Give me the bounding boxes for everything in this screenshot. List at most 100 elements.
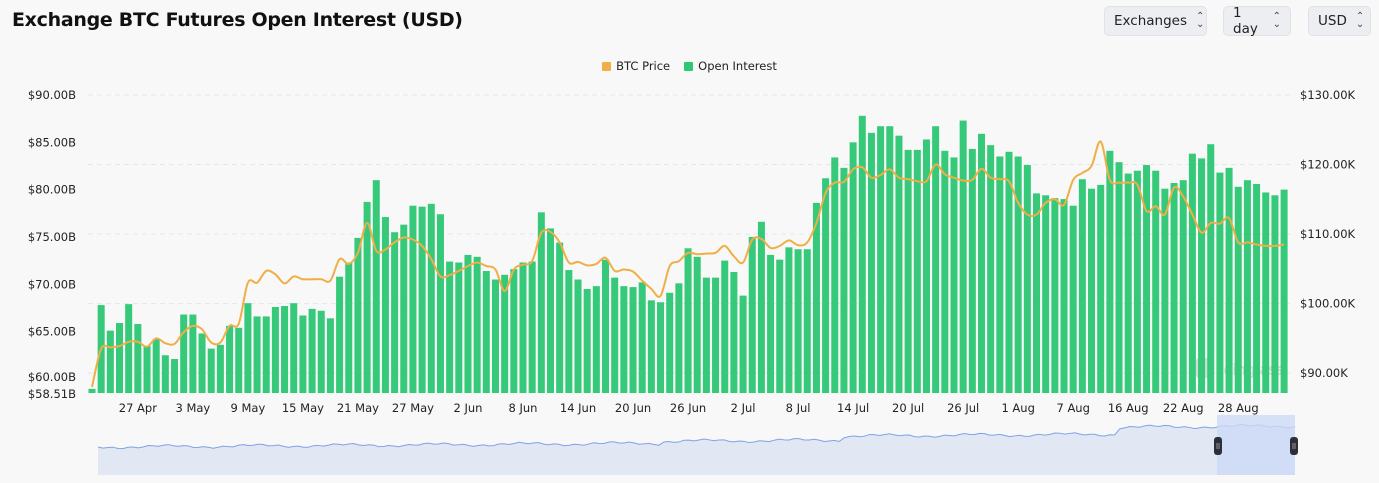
open-interest-bar: [501, 274, 509, 393]
left-axis-tick-label: $90.00B: [28, 88, 76, 102]
navigator[interactable]: [97, 415, 1298, 475]
open-interest-bar: [400, 224, 408, 393]
open-interest-bar: [592, 286, 600, 393]
open-interest-bar: [666, 292, 674, 393]
btc-price-line: [91, 140, 1285, 388]
open-interest-bar: [1078, 179, 1086, 393]
open-interest-bar: [363, 201, 371, 393]
right-axis-tick-label: $90.00K: [1300, 366, 1348, 380]
open-interest-bar: [1234, 186, 1242, 393]
currency-select[interactable]: USD ⌃ ⌄: [1308, 6, 1371, 36]
open-interest-bar: [895, 135, 903, 394]
x-axis-tick-label: 27 Apr: [119, 401, 157, 415]
open-interest-bar: [730, 271, 738, 393]
open-interest-bar: [757, 221, 765, 393]
open-interest-bar: [1088, 188, 1096, 393]
open-interest-bar: [473, 256, 481, 393]
chevron-up-down-icon: ⌃ ⌄: [1272, 11, 1281, 30]
open-interest-bar: [106, 330, 114, 393]
open-interest-bar: [611, 277, 619, 393]
legend-swatch-open-interest: [684, 61, 694, 71]
open-interest-bar: [794, 249, 802, 393]
open-interest-bar: [171, 359, 179, 393]
open-interest-bar: [1243, 180, 1251, 393]
left-axis-tick-label: $80.00B: [28, 183, 76, 197]
x-axis-tick-label: 8 Jun: [509, 401, 538, 415]
open-interest-bar: [180, 314, 188, 393]
open-interest-bar: [253, 316, 261, 393]
right-axis-tick-label: $120.00K: [1300, 158, 1356, 172]
open-interest-bar: [1253, 183, 1261, 393]
x-axis-tick-label: 20 Jul: [892, 401, 924, 415]
open-interest-bar: [996, 156, 1004, 393]
legend-label-btc-price: BTC Price: [616, 59, 671, 73]
open-interest-bar: [959, 120, 967, 394]
chart-legend: BTC Price Open Interest: [0, 59, 1379, 73]
navigator-area: [98, 424, 1295, 475]
open-interest-bar: [739, 295, 747, 393]
open-interest-bar: [189, 314, 197, 393]
legend-label-open-interest: Open Interest: [698, 59, 777, 73]
open-interest-bar: [702, 277, 710, 393]
chevron-up-down-icon: ⌃ ⌄: [1196, 11, 1205, 30]
navigator-handle[interactable]: [1214, 437, 1222, 455]
open-interest-bar: [767, 254, 775, 393]
open-interest-bar: [409, 205, 417, 393]
exchanges-select[interactable]: Exchanges ⌃ ⌄: [1104, 6, 1207, 36]
x-axis-tick-label: 26 Jun: [670, 401, 706, 415]
x-axis-tick-label: 14 Jul: [837, 401, 869, 415]
open-interest-bar: [812, 202, 820, 393]
open-interest-bar: [198, 333, 206, 393]
open-interest-bar: [1115, 162, 1123, 393]
left-axis-tick-label: $60.00B: [28, 370, 76, 384]
page-title: Exchange BTC Futures Open Interest (USD): [12, 9, 463, 31]
open-interest-bar: [877, 126, 885, 394]
navigator-selected-range: [1217, 415, 1295, 475]
x-axis-tick-label: 26 Jul: [947, 401, 979, 415]
navigator-handle[interactable]: [1290, 437, 1298, 455]
open-interest-bar: [840, 167, 848, 393]
open-interest-bar: [968, 148, 976, 393]
open-interest-bar: [482, 271, 490, 393]
open-interest-bar: [391, 232, 399, 393]
open-interest-bar: [1051, 198, 1059, 393]
x-axis-tick-label: 3 May: [175, 401, 210, 415]
open-interest-bar: [987, 145, 995, 393]
open-interest-bar: [941, 150, 949, 393]
open-interest-bar: [226, 325, 234, 393]
open-interest-bar: [712, 277, 720, 393]
open-interest-bar: [583, 288, 591, 393]
open-interest-bar: [519, 262, 527, 393]
x-axis-tick-label: 14 Jun: [560, 401, 596, 415]
open-interest-bar: [1106, 150, 1114, 393]
legend-item-btc-price[interactable]: BTC Price: [602, 59, 670, 73]
open-interest-bar: [88, 388, 96, 393]
open-interest-bar: [326, 318, 334, 393]
open-interest-bar: [1198, 158, 1206, 393]
open-interest-bar: [822, 178, 830, 393]
open-interest-bar: [1005, 151, 1013, 393]
chevron-up-down-icon: ⌃ ⌄: [1355, 11, 1365, 30]
x-axis-tick-label: 2 Jul: [731, 401, 756, 415]
currency-select-label: USD: [1318, 13, 1347, 29]
x-axis-tick-label: 21 May: [337, 401, 379, 415]
x-axis-tick-label: 20 Jun: [615, 401, 651, 415]
open-interest-bar: [372, 180, 380, 393]
open-interest-bar: [1097, 184, 1105, 393]
open-interest-bar: [785, 247, 793, 393]
open-interest-bar: [950, 157, 958, 393]
open-interest-bar: [693, 256, 701, 393]
interval-select[interactable]: 1 day ⌃ ⌄: [1223, 5, 1291, 37]
open-interest-bar: [831, 157, 839, 393]
left-axis-tick-label: $85.00B: [28, 135, 76, 149]
open-interest-bar: [290, 303, 298, 393]
open-interest-bar: [1023, 165, 1031, 393]
legend-item-open-interest[interactable]: Open Interest: [684, 59, 777, 73]
open-interest-bar: [565, 270, 573, 393]
open-interest-bar: [675, 283, 683, 393]
open-interest-bar: [1216, 172, 1224, 393]
open-interest-bar: [1179, 180, 1187, 393]
open-interest-bar: [336, 276, 344, 393]
open-interest-bar: [620, 286, 628, 393]
open-interest-bar: [308, 308, 316, 393]
